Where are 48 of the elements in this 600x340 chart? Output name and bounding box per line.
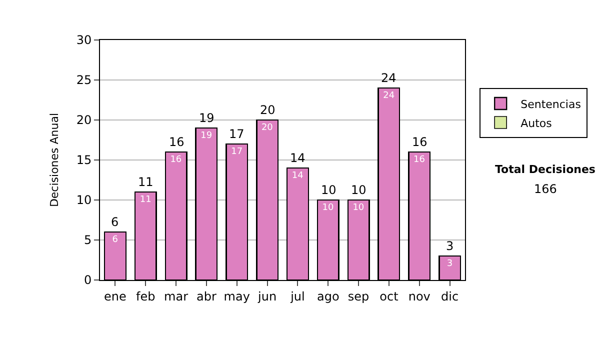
y-axis-title: Decisiones Anual [48,112,61,208]
data-label: 14 [292,171,304,181]
data-label: 16 [170,155,182,165]
data-label: 19 [200,131,212,141]
data-label: 3 [446,259,453,269]
data-label: 24 [383,91,395,101]
total-label: 10 [321,183,336,197]
text: 166 [534,182,557,196]
legend-label: Autos [520,116,552,130]
data-label: 11 [140,195,152,205]
total-label: 17 [229,127,244,141]
legend-label: Sentencias [520,98,582,111]
total-label: 20 [260,103,276,117]
data-label: 16 [414,155,426,165]
x-tick-label: jun [257,289,277,304]
total-label: 16 [169,135,184,149]
data-label: 10 [352,203,364,213]
data-label: 20 [261,123,274,133]
x-tick-label: ago [316,289,340,304]
total-label: 3 [446,239,454,253]
data-label: 17 [231,147,243,157]
x-tick-label: abr [196,289,216,304]
y-tick-label: 15 [76,153,92,168]
x-tick-label: mar [164,289,188,304]
data-label: 10 [322,203,334,213]
total-label: 16 [412,135,428,149]
data-label: 6 [112,235,118,245]
text: Total Decisiones [495,163,596,176]
total-label: 11 [138,175,154,189]
x-tick-label: oct [380,289,399,304]
y-tick-label: 20 [76,113,92,128]
total-label: 14 [290,151,306,165]
total-label: 6 [111,215,119,229]
x-tick-label: nov [408,289,430,304]
total-label: 19 [199,111,214,125]
x-tick-label: sep [348,289,370,304]
y-tick-label: 0 [84,273,92,288]
x-tick-label: ene [104,289,126,304]
y-tick-label: 5 [84,233,92,248]
y-tick-label: 30 [76,33,92,48]
total-label: 24 [381,71,396,85]
x-tick-label: jul [290,289,305,304]
total-label: 10 [351,183,366,197]
x-tick-label: may [224,289,250,304]
y-tick-label: 10 [76,193,92,208]
y-tick-label: 25 [76,73,92,88]
x-tick-label: feb [136,289,156,304]
x-tick-label: dic [441,289,459,304]
